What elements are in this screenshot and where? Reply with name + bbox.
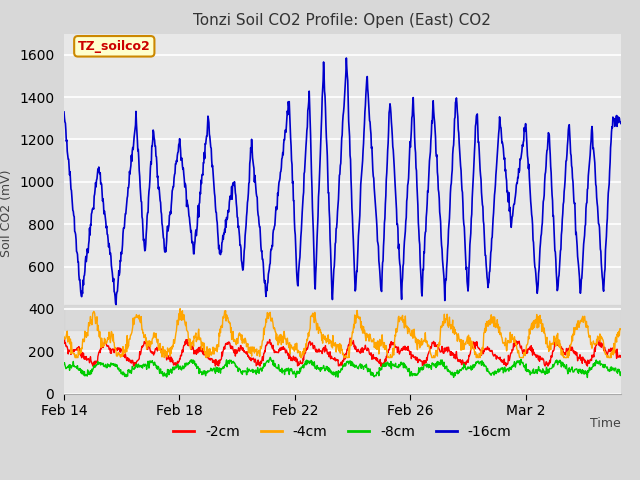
-2cm [60, 340, 68, 346]
-2cm [346, 335, 354, 341]
-4cm [249, 345, 257, 351]
-2cm [130, 363, 138, 369]
-2cm [302, 346, 310, 351]
-8cm [134, 364, 141, 370]
Line: -4cm: -4cm [64, 309, 621, 358]
-4cm [154, 345, 162, 351]
-2cm [617, 353, 625, 359]
Line: -2cm: -2cm [64, 338, 621, 366]
-2cm [154, 346, 162, 351]
-8cm [60, 361, 68, 367]
-16cm [342, 55, 350, 61]
-8cm [617, 369, 625, 375]
-16cm [134, 147, 142, 153]
-8cm [353, 364, 361, 370]
-4cm [71, 355, 79, 360]
-16cm [354, 256, 362, 262]
-8cm [248, 368, 255, 374]
-8cm [154, 363, 162, 369]
-8cm [584, 374, 591, 380]
-2cm [134, 357, 142, 363]
Line: -16cm: -16cm [64, 58, 621, 305]
-4cm [617, 326, 625, 332]
Text: Time: Time [590, 417, 621, 430]
-2cm [248, 357, 256, 362]
-16cm [365, 107, 373, 113]
-8cm [365, 368, 372, 374]
Title: Tonzi Soil CO2 Profile: Open (East) CO2: Tonzi Soil CO2 Profile: Open (East) CO2 [193, 13, 492, 28]
-16cm [112, 302, 120, 308]
-8cm [302, 362, 310, 368]
-16cm [248, 146, 256, 152]
-2cm [354, 348, 362, 353]
Y-axis label: Soil CO2 (mV): Soil CO2 (mV) [1, 170, 13, 257]
-4cm [176, 306, 184, 312]
Text: TZ_soilco2: TZ_soilco2 [78, 40, 150, 53]
-16cm [60, 109, 68, 115]
Bar [64, 305, 621, 330]
-4cm [134, 314, 142, 320]
-16cm [154, 186, 162, 192]
-4cm [303, 343, 310, 349]
-16cm [302, 144, 310, 149]
-4cm [354, 311, 362, 317]
-16cm [617, 120, 625, 126]
-8cm [266, 355, 274, 360]
Line: -8cm: -8cm [64, 358, 621, 377]
-4cm [60, 334, 68, 339]
-2cm [365, 349, 373, 355]
Legend: -2cm, -4cm, -8cm, -16cm: -2cm, -4cm, -8cm, -16cm [168, 419, 517, 444]
-4cm [365, 338, 373, 344]
